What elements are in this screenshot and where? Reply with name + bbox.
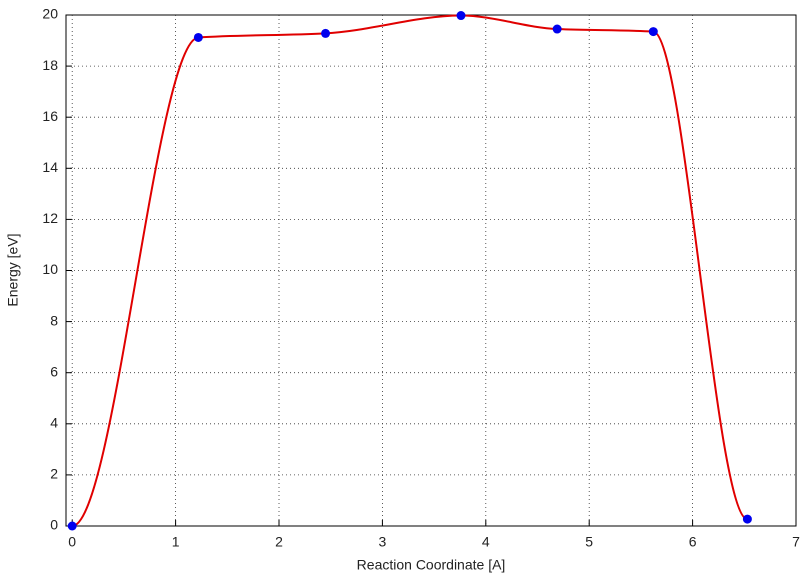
y-tick-label: 18 <box>42 57 58 73</box>
data-point <box>742 514 752 524</box>
y-tick-label: 6 <box>50 363 58 379</box>
y-tick-label: 12 <box>42 210 58 226</box>
data-point <box>321 28 331 38</box>
x-tick-label: 4 <box>482 534 490 550</box>
y-tick-label: 0 <box>50 517 58 533</box>
energy-curve <box>71 14 748 527</box>
x-tick-label: 7 <box>792 534 800 550</box>
x-tick-label: 1 <box>172 534 180 550</box>
y-axis-label: Energy [eV] <box>5 233 21 306</box>
x-tick-label: 2 <box>275 534 283 550</box>
y-tick-label: 4 <box>50 415 58 431</box>
data-point <box>552 24 562 34</box>
data-point <box>456 11 466 21</box>
y-tick-label: 16 <box>42 108 58 124</box>
x-tick-label: 0 <box>68 534 76 550</box>
y-tick-label: 8 <box>50 312 58 328</box>
x-axis-label: Reaction Coordinate [A] <box>357 557 506 573</box>
y-tick-label: 2 <box>50 466 58 482</box>
x-tick-label: 3 <box>379 534 387 550</box>
x-tick-label: 5 <box>585 534 593 550</box>
y-tick-label: 14 <box>42 159 58 175</box>
x-tick-label: 6 <box>689 534 697 550</box>
y-tick-label: 20 <box>42 6 58 22</box>
y-tick-label: 10 <box>42 261 58 277</box>
data-point <box>193 32 203 42</box>
data-point <box>67 521 77 531</box>
data-point <box>648 27 658 37</box>
